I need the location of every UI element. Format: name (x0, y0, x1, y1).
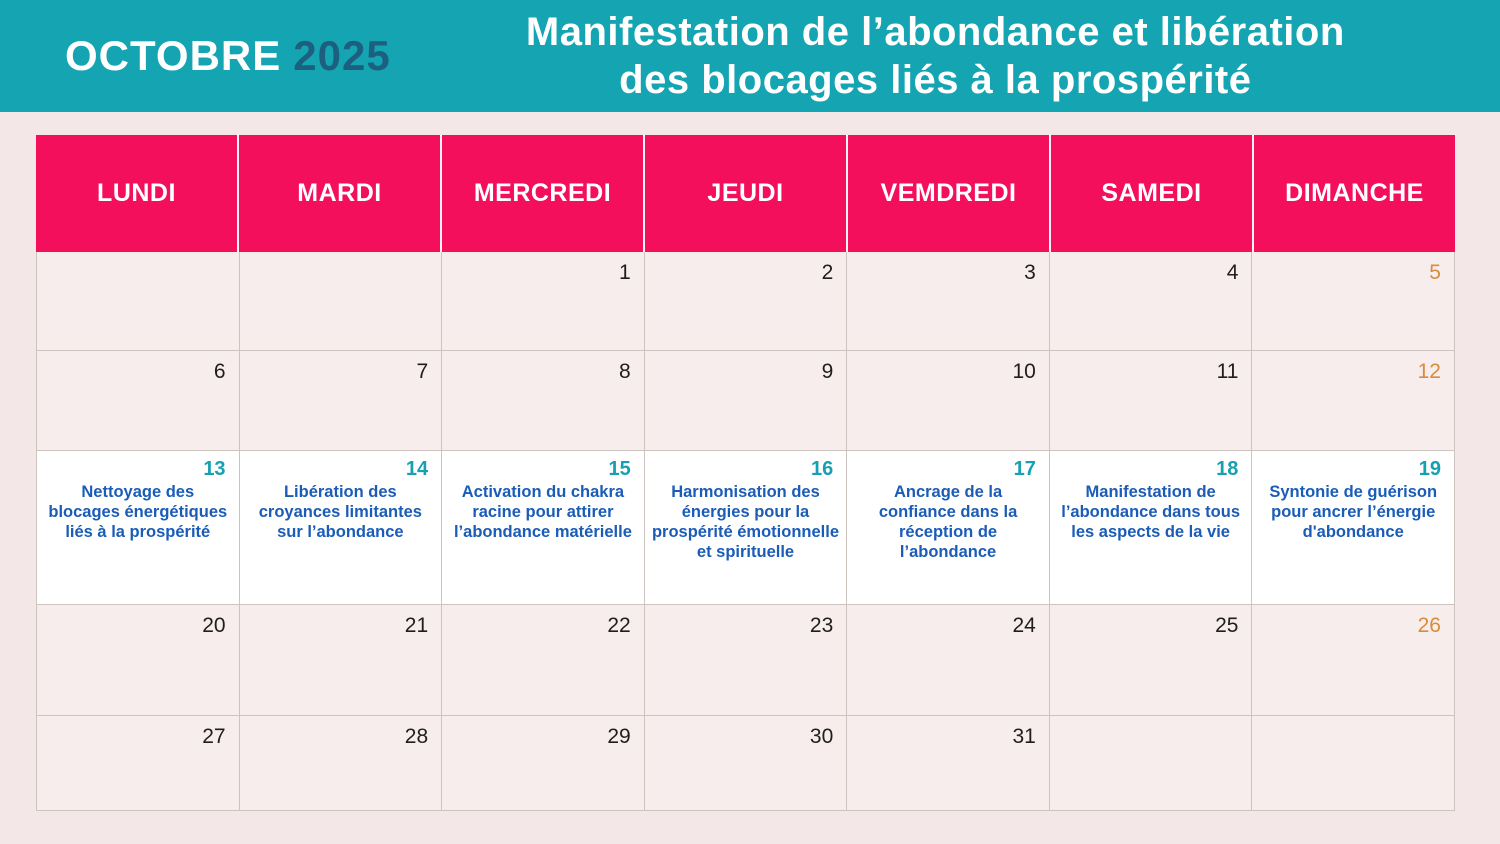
day-number: 7 (416, 360, 429, 383)
day-cell-13: 13 Nettoyage des blocages énergétiques l… (37, 451, 239, 604)
day-number: 11 (1216, 360, 1239, 383)
day-number: 29 (607, 725, 631, 748)
day-cell-30: 30 (644, 716, 847, 810)
day-cell-empty (239, 252, 442, 350)
day-cell-5: 5 (1252, 252, 1454, 350)
day-cell-28: 28 (239, 716, 442, 810)
day-cell-empty (1049, 716, 1252, 810)
day-cell-4: 4 (1049, 252, 1252, 350)
day-cell-24: 24 (847, 605, 1049, 715)
day-number: 21 (404, 614, 429, 637)
day-number (1050, 716, 1252, 725)
day-cell-9: 9 (644, 351, 847, 450)
page-title-line-2: des blocages liés à la prospérité (619, 58, 1252, 102)
day-cell-14: 14 Libération des croyances limitantes s… (239, 451, 442, 604)
weekday-header-mercredi: MERCREDI (442, 135, 643, 252)
day-number: 12 (1417, 360, 1441, 383)
weekday-header-jeudi: JEUDI (645, 135, 846, 252)
day-number: 18 (1216, 458, 1239, 480)
day-number (240, 252, 442, 261)
day-cell-23: 23 (644, 605, 847, 715)
day-number: 8 (619, 360, 631, 383)
day-number (37, 252, 239, 261)
day-cell-22: 22 (442, 605, 644, 715)
day-number: 22 (607, 614, 631, 637)
day-cell-20: 20 (37, 605, 239, 715)
page-title: Manifestation de l’abondance et libérati… (391, 8, 1500, 104)
event-text-18: Manifestation de l’abondance dans tous l… (1061, 483, 1241, 542)
weekday-header-dimanche: DIMANCHE (1254, 135, 1455, 252)
day-cell-29: 29 (442, 716, 644, 810)
day-cell-6: 6 (37, 351, 239, 450)
day-number: 23 (809, 614, 834, 637)
year-label: 2025 (293, 32, 391, 79)
day-cell-15: 15 Activation du chakra racine pour atti… (442, 451, 644, 604)
day-number: 3 (1024, 261, 1036, 284)
day-number: 19 (1418, 458, 1441, 480)
day-number: 13 (203, 458, 226, 480)
days-grid: 1 2 3 4 5 6 7 8 9 10 11 12 13 Nettoyage … (36, 252, 1455, 811)
weekday-header-mardi: MARDI (239, 135, 440, 252)
weekday-header-vendredi: VEMDREDI (848, 135, 1049, 252)
weekday-header-lundi: LUNDI (36, 135, 237, 252)
day-cell-3: 3 (847, 252, 1049, 350)
day-cell-17: 17 Ancrage de la confiance dans la récep… (847, 451, 1049, 604)
day-cell-11: 11 (1049, 351, 1252, 450)
event-text-19: Syntonie de guérison pour ancrer l’énerg… (1269, 483, 1438, 542)
day-number: 16 (811, 458, 834, 480)
day-cell-empty (37, 252, 239, 350)
weekday-header-row: LUNDI MARDI MERCREDI JEUDI VEMDREDI SAME… (36, 135, 1455, 252)
day-number: 10 (1012, 360, 1036, 383)
day-cell-18: 18 Manifestation de l’abondance dans tou… (1049, 451, 1252, 604)
event-text-14: Libération des croyances limitantes sur … (258, 483, 422, 542)
event-text-15: Activation du chakra racine pour attirer… (453, 483, 632, 542)
day-number: 25 (1215, 614, 1239, 637)
day-cell-19: 19 Syntonie de guérison pour ancrer l’én… (1252, 451, 1454, 604)
day-number: 17 (1013, 458, 1036, 480)
day-number: 5 (1429, 261, 1441, 284)
day-cell-8: 8 (442, 351, 644, 450)
day-number: 1 (619, 261, 631, 284)
day-number: 31 (1012, 725, 1036, 748)
page-title-line-1: Manifestation de l’abondance et libérati… (525, 10, 1345, 54)
banner: OCTOBRE 2025 Manifestation de l’abondance… (0, 0, 1500, 112)
day-number: 30 (809, 725, 834, 748)
day-cell-27: 27 (37, 716, 239, 810)
month-label: OCTOBRE (65, 32, 282, 79)
day-cell-10: 10 (847, 351, 1049, 450)
day-cell-21: 21 (239, 605, 442, 715)
event-text-17: Ancrage de la confiance dans la réceptio… (878, 483, 1018, 562)
event-text-13: Nettoyage des blocages énergétiques liés… (48, 483, 228, 542)
day-cell-25: 25 (1049, 605, 1252, 715)
day-number: 2 (821, 261, 834, 284)
day-cell-1: 1 (442, 252, 644, 350)
day-cell-12: 12 (1252, 351, 1454, 450)
day-cell-26: 26 (1252, 605, 1454, 715)
day-cell-2: 2 (644, 252, 847, 350)
event-text-16: Harmonisation des énergies pour la prosp… (651, 483, 840, 562)
calendar: LUNDI MARDI MERCREDI JEUDI VEMDREDI SAME… (36, 135, 1455, 811)
day-number: 24 (1012, 614, 1036, 637)
day-cell-31: 31 (847, 716, 1049, 810)
month-year: OCTOBRE 2025 (65, 32, 391, 80)
weekday-header-samedi: SAMEDI (1051, 135, 1252, 252)
day-number: 15 (608, 458, 631, 480)
day-number: 6 (213, 360, 226, 383)
day-number: 9 (821, 360, 834, 383)
day-number: 4 (1226, 261, 1239, 284)
day-number (1252, 716, 1454, 725)
day-cell-7: 7 (239, 351, 442, 450)
day-number: 27 (202, 725, 226, 748)
day-number: 26 (1417, 614, 1441, 637)
day-number: 20 (202, 614, 226, 637)
day-number: 28 (404, 725, 429, 748)
day-cell-16: 16 Harmonisation des énergies pour la pr… (644, 451, 847, 604)
day-cell-empty (1252, 716, 1454, 810)
day-number: 14 (405, 458, 429, 480)
